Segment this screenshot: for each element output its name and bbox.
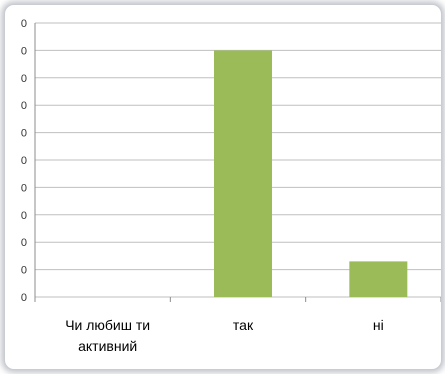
category-label: активний <box>78 338 137 354</box>
y-tick-label: 0 <box>21 210 27 222</box>
y-tick-label: 0 <box>21 265 27 277</box>
y-tick-label: 0 <box>21 155 27 167</box>
y-tick-label: 0 <box>21 73 27 85</box>
y-tick-label: 0 <box>21 237 27 249</box>
y-tick-label: 0 <box>21 292 27 304</box>
y-tick-label: 0 <box>21 100 27 112</box>
y-tick-label: 0 <box>21 18 27 30</box>
bar-2 <box>214 50 272 298</box>
y-tick-label: 0 <box>21 45 27 57</box>
category-label: ні <box>373 317 384 333</box>
bar-3 <box>349 261 408 297</box>
chart-frame: 0 0 0 0 0 0 0 0 0 0 0 Чи любиш ти активний так ні <box>4 4 442 370</box>
category-label: Чи любиш ти <box>65 317 150 333</box>
y-tick-label: 0 <box>21 182 27 194</box>
bar-chart: 0 0 0 0 0 0 0 0 0 0 0 Чи любиш ти активний так ні <box>21 18 441 354</box>
category-label: так <box>233 317 254 333</box>
y-tick-label: 0 <box>21 128 27 140</box>
